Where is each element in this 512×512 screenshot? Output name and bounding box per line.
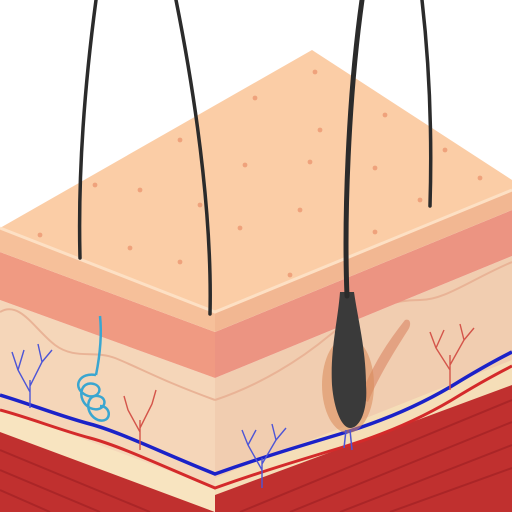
dermis-band-right bbox=[215, 210, 512, 378]
follicle-root bbox=[331, 292, 367, 428]
capillary-red-right bbox=[429, 323, 475, 390]
dermis-band-front bbox=[0, 252, 215, 378]
capillary-red-left bbox=[123, 389, 157, 450]
pore bbox=[317, 127, 323, 133]
dermis-front bbox=[0, 300, 215, 488]
sweat-duct bbox=[94, 315, 103, 376]
follicle-papilla bbox=[343, 429, 353, 451]
vein-line bbox=[0, 364, 512, 490]
hair-4 bbox=[420, 0, 433, 208]
pore bbox=[442, 147, 448, 153]
pore bbox=[297, 207, 303, 213]
artery-line bbox=[0, 350, 512, 476]
capillary-blue-left bbox=[11, 343, 53, 408]
hair-follicle bbox=[322, 292, 374, 451]
hair-3 bbox=[343, 0, 365, 299]
epidermis-front bbox=[0, 228, 215, 332]
pore bbox=[197, 202, 203, 208]
pore bbox=[37, 232, 43, 238]
muscle-stripes bbox=[0, 399, 512, 512]
fat-layer-front bbox=[0, 405, 215, 512]
pore bbox=[127, 245, 133, 251]
sweat-gland bbox=[77, 315, 110, 422]
pore bbox=[372, 229, 378, 235]
pore bbox=[417, 197, 423, 203]
pore bbox=[287, 272, 293, 278]
epidermis-right bbox=[215, 190, 512, 332]
pore bbox=[92, 182, 98, 188]
sweat-coil bbox=[77, 373, 110, 422]
pore bbox=[242, 162, 248, 168]
pore bbox=[307, 159, 313, 165]
capillary-blue-right bbox=[241, 423, 287, 488]
pore bbox=[237, 225, 243, 231]
pore bbox=[137, 187, 143, 193]
dermis-wave-front bbox=[0, 308, 216, 401]
pore bbox=[477, 175, 483, 181]
pore bbox=[252, 95, 258, 101]
capillaries bbox=[11, 323, 475, 488]
top-edge-highlight bbox=[0, 188, 512, 314]
pore bbox=[177, 259, 183, 265]
hair-2 bbox=[174, 0, 212, 316]
blood-vessels bbox=[0, 350, 512, 490]
hair-1 bbox=[77, 0, 98, 260]
skin-pores bbox=[37, 69, 483, 278]
pore bbox=[312, 69, 318, 75]
pore bbox=[372, 165, 378, 171]
front-face bbox=[0, 228, 216, 512]
pore bbox=[177, 137, 183, 143]
hairs bbox=[77, 0, 433, 316]
pore bbox=[382, 112, 388, 118]
